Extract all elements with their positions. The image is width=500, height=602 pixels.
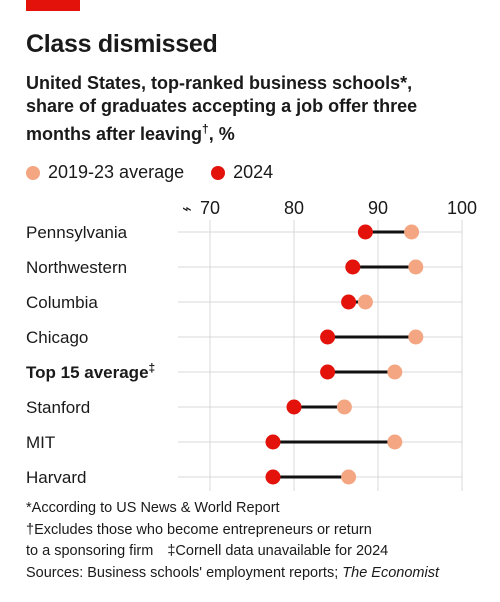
footnote-3: to a sponsoring firm ‡Cornell data unavai…	[26, 541, 439, 563]
legend-label-average: 2019-23 average	[48, 162, 185, 182]
chart-title: Class dismissed	[26, 30, 218, 58]
brand-tag	[26, 0, 80, 11]
footnote-3a: to a sponsoring firm	[26, 543, 154, 559]
legend-item-average: 2019-23 average	[26, 162, 184, 183]
dot-2024	[341, 294, 357, 310]
footnote-3b: ‡Cornell data unavailable for 2024	[167, 543, 389, 559]
x-tick-label-90: 90	[368, 198, 388, 218]
dot-2024	[265, 469, 281, 485]
category-label: Chicago	[26, 328, 88, 347]
dot-2019-23-average	[404, 224, 420, 240]
subtitle-dagger: †	[202, 122, 209, 136]
chart-subtitle: United States, top-ranked business schoo…	[26, 72, 476, 146]
x-tick-label-100: 100	[447, 198, 477, 218]
category-label: Top 15 average‡	[26, 361, 155, 382]
footnote-1: *According to US News & World Report	[26, 500, 280, 516]
source-note: Sources: Business schools' employment re…	[26, 563, 439, 585]
dot-2019-23-average	[341, 469, 357, 485]
dot-2024	[357, 224, 373, 240]
category-label: Columbia	[26, 293, 98, 312]
dot-2019-23-average	[387, 364, 403, 380]
x-tick-label-70: 70	[200, 198, 220, 218]
category-label: Northwestern	[26, 258, 127, 277]
category-label: Stanford	[26, 398, 90, 417]
subtitle-line-1: United States, top-ranked business schoo…	[26, 73, 413, 93]
x-tick-label-80: 80	[284, 198, 304, 218]
dot-2024	[286, 399, 302, 415]
legend-swatch-2024	[211, 165, 226, 180]
legend: 2019-23 average 2024	[26, 162, 295, 185]
category-footnote-mark: ‡	[149, 361, 156, 375]
footnotes: *According to US News & World Report †Ex…	[26, 498, 439, 584]
subtitle-line-2: share of graduates accepting a job offer…	[26, 96, 418, 116]
category-label: Pennsylvania	[26, 223, 128, 242]
dot-2024	[345, 259, 361, 275]
dot-2024	[320, 364, 336, 380]
subtitle-unit: , %	[208, 124, 235, 144]
legend-label-2024: 2024	[233, 162, 274, 182]
subtitle-line-3: months after leaving	[26, 124, 203, 144]
axis-break-icon: ⌁	[182, 201, 192, 218]
dot-2024	[265, 434, 281, 450]
legend-item-2024: 2024	[211, 162, 273, 183]
dot-2019-23-average	[408, 329, 424, 345]
dot-2019-23-average	[408, 259, 424, 275]
dot-2024	[320, 329, 336, 345]
dot-2019-23-average	[357, 294, 373, 310]
dot-chart: 70 80 90 100 ⌁ Pennsylvania Northwestern Columb…	[26, 198, 477, 491]
legend-swatch-average	[26, 165, 40, 180]
source-publication: The Economist	[342, 564, 439, 581]
dot-2019-23-average	[336, 399, 352, 415]
category-label: MIT	[26, 433, 55, 452]
source-text: Sources: Business schools' employment re…	[26, 564, 343, 581]
category-label: Harvard	[26, 468, 86, 487]
footnote-2: †Excludes those who become entrepreneurs…	[26, 521, 372, 538]
dot-2019-23-average	[387, 434, 403, 450]
